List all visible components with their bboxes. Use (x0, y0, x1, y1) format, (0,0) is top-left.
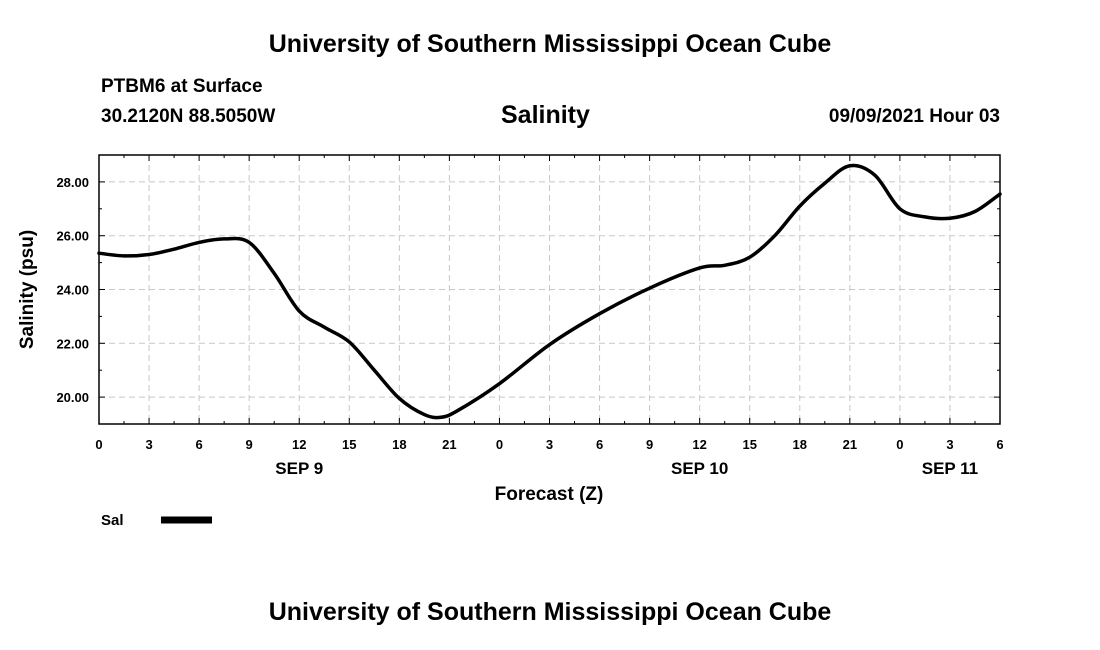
x-tick-label: 0 (95, 437, 102, 452)
forecast-datetime: 09/09/2021 Hour 03 (828, 106, 1000, 127)
x-tick-label: 6 (195, 437, 202, 452)
series-layer (97, 163, 1002, 420)
y-tick-label: 28.00 (56, 175, 89, 190)
date-label: SEP 10 (671, 459, 728, 478)
x-tick-label: 6 (996, 437, 1003, 452)
y-tick-label: 24.00 (56, 283, 89, 298)
date-label: SEP 9 (275, 459, 323, 478)
x-tick-label: 9 (246, 437, 253, 452)
page-title: University of Southern Mississippi Ocean… (268, 30, 832, 58)
grid-lines (99, 155, 1000, 424)
x-tick-label: 15 (342, 437, 356, 452)
x-tick-label: 9 (646, 437, 653, 452)
x-tick-label: 21 (442, 437, 456, 452)
y-tick-label: 20.00 (56, 390, 89, 405)
legend: Sal (101, 512, 212, 529)
y-tick-label: 26.00 (56, 229, 89, 244)
x-tick-label: 18 (793, 437, 807, 452)
x-tick-label: 6 (596, 437, 603, 452)
x-tick-label: 0 (496, 437, 503, 452)
x-tick-label: 3 (145, 437, 152, 452)
date-label: SEP 11 (922, 459, 978, 478)
footer-title: University of Southern Mississippi Ocean… (268, 598, 832, 626)
y-axis-title: Salinity (psu) (17, 230, 38, 349)
x-tick-label: 3 (946, 437, 953, 452)
series-line-sal (97, 163, 1002, 420)
chart-title: Salinity (501, 101, 590, 129)
x-tick-label: 3 (546, 437, 553, 452)
legend-label-sal: Sal (101, 512, 124, 529)
x-tick-label: 15 (742, 437, 756, 452)
axis-ticks: 0 3 6 9 12 15 18 21 0 3 6 9 12 15 18 21 0 3 6 20.00 22.00 24.… (56, 155, 1004, 452)
plot-frame (98, 154, 1001, 425)
x-tick-label: 12 (692, 437, 706, 452)
date-labels: SEP 9 SEP 10 SEP 11 (275, 459, 978, 478)
station-label: PTBM6 at Surface (101, 76, 263, 97)
x-tick-label: 18 (392, 437, 406, 452)
x-tick-label: 21 (843, 437, 857, 452)
coordinates-label: 30.2120N 88.5050W (101, 106, 276, 127)
x-tick-label: 0 (896, 437, 903, 452)
y-tick-label: 22.00 (56, 336, 89, 351)
x-axis-title: Forecast (Z) (495, 484, 604, 505)
x-tick-label: 12 (292, 437, 306, 452)
